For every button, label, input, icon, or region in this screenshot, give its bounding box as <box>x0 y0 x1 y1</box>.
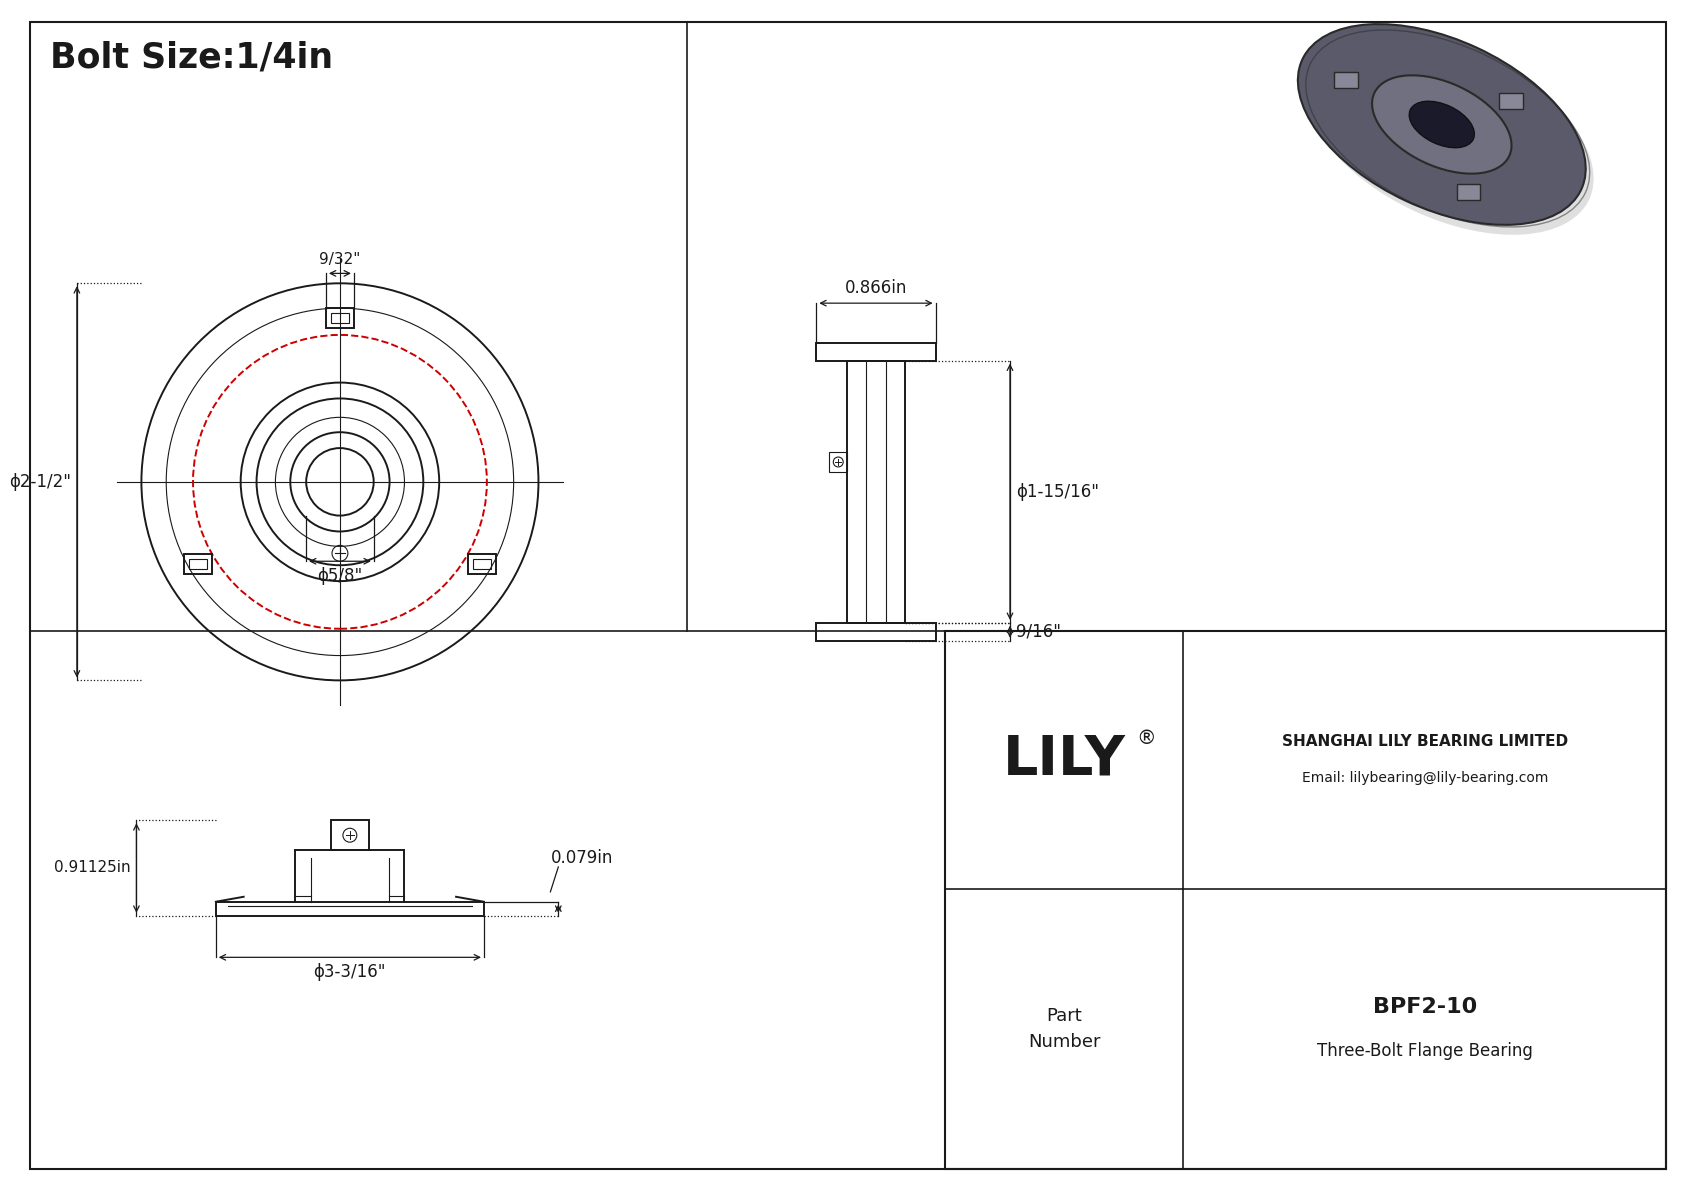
Text: ϕ3-3/16": ϕ3-3/16" <box>313 964 386 981</box>
Text: ϕ5/8": ϕ5/8" <box>317 567 362 585</box>
Text: ®: ® <box>1135 729 1155 748</box>
Text: 9/16": 9/16" <box>1015 623 1061 641</box>
Text: 0.079in: 0.079in <box>551 849 613 867</box>
Text: BPF2-10: BPF2-10 <box>1372 997 1477 1017</box>
Ellipse shape <box>1305 35 1593 235</box>
Text: 9/32": 9/32" <box>320 252 360 268</box>
Text: Email: lilybearing@lily-bearing.com: Email: lilybearing@lily-bearing.com <box>1302 771 1548 785</box>
Text: 0.91125in: 0.91125in <box>54 860 130 875</box>
Text: Three-Bolt Flange Bearing: Three-Bolt Flange Bearing <box>1317 1042 1532 1060</box>
Ellipse shape <box>1410 101 1475 148</box>
Polygon shape <box>1334 71 1357 88</box>
Ellipse shape <box>1298 24 1586 225</box>
Text: Bolt Size:1/4in: Bolt Size:1/4in <box>51 40 333 74</box>
Text: 0.866in: 0.866in <box>845 279 908 298</box>
Text: Part
Number: Part Number <box>1029 1006 1101 1052</box>
Polygon shape <box>1457 185 1480 200</box>
Ellipse shape <box>1372 75 1512 174</box>
Text: ϕ1-15/16": ϕ1-15/16" <box>1015 482 1100 500</box>
Polygon shape <box>1499 93 1522 110</box>
Text: LILY: LILY <box>1004 732 1127 787</box>
Text: ϕ2-1/2": ϕ2-1/2" <box>8 473 71 491</box>
Text: SHANGHAI LILY BEARING LIMITED: SHANGHAI LILY BEARING LIMITED <box>1282 735 1568 749</box>
